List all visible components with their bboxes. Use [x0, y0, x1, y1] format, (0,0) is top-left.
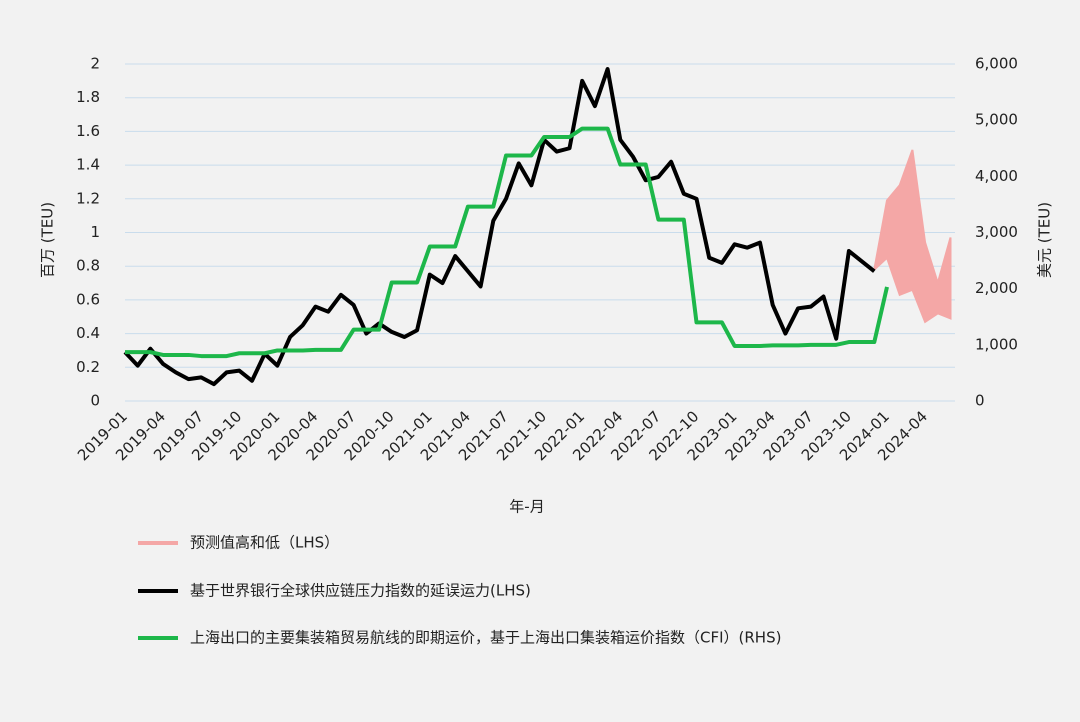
y-tick-label: 0.6 [76, 290, 100, 308]
y2-tick-label: 6,000 [975, 55, 1018, 73]
y-tick-label: 1.4 [76, 156, 100, 174]
y2-tick-label: 1,000 [975, 335, 1018, 353]
legend-label: 基于世界银行全球供应链压力指数的延误运力(LHS) [190, 582, 531, 600]
legend-label: 上海出口的主要集装箱贸易航线的即期运价，基于上海出口集装箱运价指数（CFI）(R… [190, 629, 781, 647]
y2-tick-label: 0 [975, 392, 985, 410]
forecast-band [872, 149, 952, 324]
y-tick-label: 0.4 [76, 324, 100, 342]
y-tick-label: 0 [90, 392, 100, 410]
y-tick-label: 2 [90, 55, 100, 73]
y2-tick-label: 5,000 [975, 111, 1018, 129]
y2-axis-label: 美元 (TEU) [1036, 202, 1054, 278]
y-tick-label: 0.2 [76, 358, 100, 376]
series-line [125, 126, 889, 359]
y2-tick-label: 4,000 [975, 167, 1018, 185]
y-tick-label: 1.6 [76, 122, 100, 140]
series-line [123, 67, 876, 387]
y2-tick-label: 3,000 [975, 223, 1018, 241]
y-tick-label: 1.8 [76, 88, 100, 106]
y-axis-label: 百万 (TEU) [39, 202, 57, 278]
y-tick-label: 1.2 [76, 189, 100, 207]
legend-label: 预测值高和低（LHS） [190, 534, 339, 552]
y-tick-label: 0.8 [76, 257, 100, 275]
y-tick-label: 1 [90, 223, 100, 241]
y2-tick-label: 2,000 [975, 279, 1018, 297]
x-axis-label: 年-月 [509, 498, 544, 516]
